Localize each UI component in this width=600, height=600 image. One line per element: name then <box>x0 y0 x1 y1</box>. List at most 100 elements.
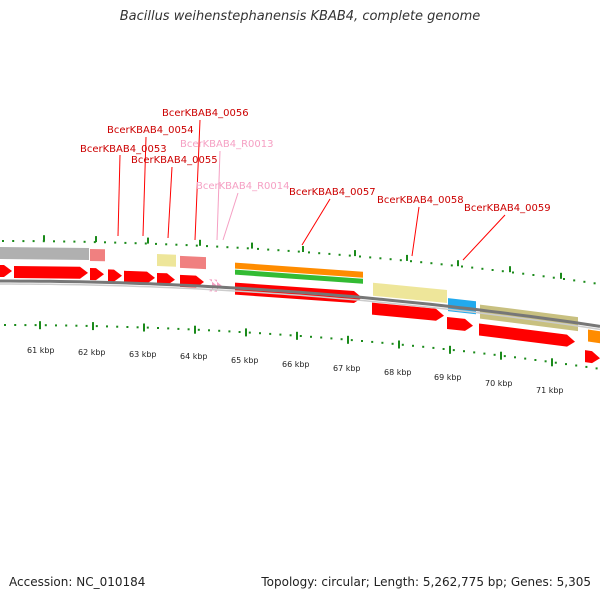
inner-major-tick <box>551 358 553 367</box>
outer-major-tick <box>509 266 511 273</box>
outer-major-tick <box>199 239 201 246</box>
outer-tick <box>12 240 15 242</box>
outer-tick <box>593 282 596 285</box>
inner-tick <box>595 367 598 370</box>
kbp-label: 65 kbp <box>231 356 259 365</box>
inner-tick <box>167 327 170 330</box>
cds-arrow <box>157 273 175 286</box>
kbp-label: 64 kbp <box>180 352 208 361</box>
inner-tick <box>116 325 119 328</box>
cds-arrow <box>108 269 122 282</box>
orange-feature-band <box>235 262 363 278</box>
leader-line <box>142 136 147 237</box>
outer-tick <box>206 245 208 248</box>
inner-major-tick <box>143 323 145 332</box>
outer-major-tick <box>406 254 408 261</box>
outer-tick <box>32 240 35 243</box>
outer-tick <box>491 269 494 271</box>
backbone-line <box>0 279 600 328</box>
inner-tick <box>473 351 476 354</box>
outer-tick <box>257 247 259 250</box>
outer-tick <box>267 248 270 251</box>
outer-tick <box>379 257 382 260</box>
inner-tick <box>575 364 578 367</box>
inner-tick <box>361 340 363 342</box>
gene-label-bcerkbab4_0059: BcerKBAB4_0059 <box>464 203 551 214</box>
inner-tick <box>248 331 251 334</box>
cds-arrow <box>447 317 473 331</box>
inner-tick <box>320 336 323 339</box>
outer-tick <box>501 270 504 273</box>
outer-tick <box>63 240 66 243</box>
inner-tick <box>208 329 210 332</box>
outer-tick <box>348 254 351 257</box>
grey-feature-block <box>0 247 89 260</box>
outer-tick <box>338 253 341 256</box>
inner-tick <box>432 346 435 349</box>
inner-tick <box>463 350 465 353</box>
label-leader-lines <box>117 119 506 261</box>
outer-tick <box>83 240 86 243</box>
outer-tick <box>144 242 147 245</box>
inner-tick <box>340 338 343 341</box>
inner-tick <box>544 360 547 363</box>
inner-tick <box>146 326 149 329</box>
inner-tick <box>503 355 506 358</box>
kbp-scale-labels: 61 kbp 62 kbp 63 kbp 64 kbp 65 kbp 66 kbp 67 k… <box>27 346 564 395</box>
inner-tick <box>24 324 27 327</box>
inner-tick <box>289 334 292 337</box>
pink-feature-block <box>90 249 105 262</box>
pink-feature-block <box>180 255 206 270</box>
kbp-label: 66 kbp <box>282 360 310 369</box>
cds-arrow <box>479 323 575 347</box>
leader-line <box>167 166 173 239</box>
outer-tick <box>246 247 249 250</box>
cds-arrow <box>90 268 104 281</box>
outer-tick <box>359 255 361 258</box>
leader-line <box>194 119 201 241</box>
inner-major-tick <box>398 340 400 349</box>
outer-tick <box>481 267 484 270</box>
inner-tick <box>85 324 88 327</box>
inner-major-tick <box>449 345 451 354</box>
inner-tick <box>452 349 455 352</box>
inner-tick <box>95 325 98 328</box>
inner-major-tick <box>245 328 247 337</box>
inner-tick <box>136 326 139 329</box>
outer-tick <box>410 260 412 263</box>
outer-tick <box>552 276 555 279</box>
outer-major-tick <box>457 260 459 267</box>
gene-label-bcerkbab4_r0014: BcerKBAB4_R0014 <box>196 181 290 192</box>
inner-tick <box>565 363 567 366</box>
inner-tick <box>401 343 404 346</box>
outer-tick <box>389 258 392 261</box>
inner-tick <box>371 340 374 343</box>
inner-tick <box>126 326 129 328</box>
kbp-label: 68 kbp <box>384 368 412 377</box>
cds-arrow <box>124 270 155 284</box>
kbp-label: 62 kbp <box>78 348 106 357</box>
outer-tick <box>399 259 402 262</box>
cds-arrow <box>585 350 600 364</box>
cds-arrow <box>0 265 12 277</box>
outer-tick <box>93 241 96 244</box>
inner-tick <box>228 330 231 333</box>
kbp-label: 69 kbp <box>434 373 462 382</box>
inner-tick <box>269 332 272 335</box>
outer-major-tick <box>43 235 45 242</box>
outer-tick <box>512 271 514 274</box>
outer-tick <box>104 241 106 244</box>
inner-tick <box>65 324 68 327</box>
cds-arrow <box>372 302 444 321</box>
outer-tick <box>185 244 188 247</box>
outer-tick-ring <box>2 235 596 285</box>
leader-line <box>301 198 331 246</box>
accession-text: Accession: NC_010184 <box>9 575 146 589</box>
inner-tick <box>422 345 425 348</box>
gene-label-bcerkbab4_r0013: BcerKBAB4_R0013 <box>180 139 274 150</box>
leader-line <box>216 150 221 241</box>
inner-major-tick <box>194 325 196 334</box>
outer-tick <box>155 242 157 245</box>
inner-tick <box>330 337 333 340</box>
